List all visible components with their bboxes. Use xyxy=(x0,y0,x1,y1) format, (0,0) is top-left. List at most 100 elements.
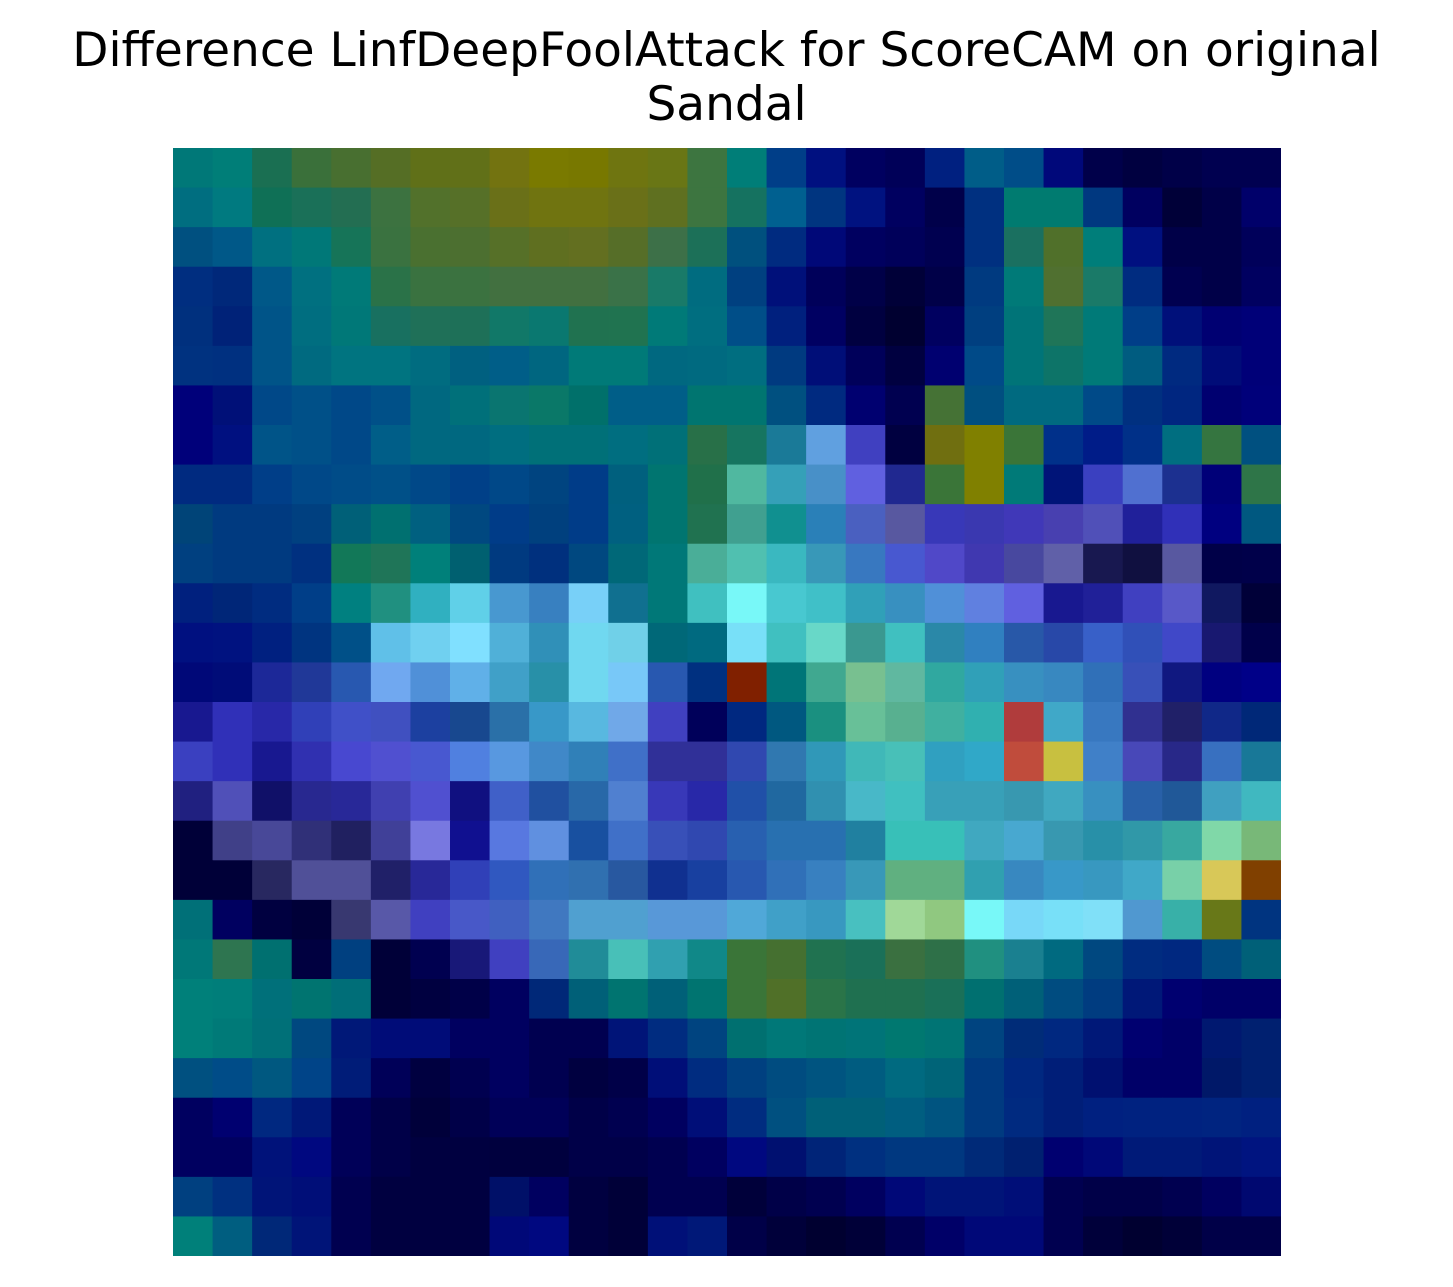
heatmap-cell xyxy=(1162,662,1203,703)
heatmap-cell xyxy=(173,781,214,822)
heatmap-cell xyxy=(450,345,491,387)
heatmap-cell xyxy=(331,741,372,782)
heatmap-cell xyxy=(727,345,768,387)
heatmap-cell xyxy=(1043,1216,1084,1256)
heatmap-cell xyxy=(647,266,689,307)
heatmap-cell xyxy=(806,1216,847,1256)
heatmap-cell xyxy=(1122,187,1163,228)
heatmap-cell xyxy=(845,385,886,426)
heatmap-cell xyxy=(212,1176,253,1218)
heatmap-cell xyxy=(568,939,609,980)
heatmap-cell xyxy=(212,464,253,505)
heatmap-cell xyxy=(370,227,412,268)
heatmap-cell xyxy=(489,148,530,189)
heatmap-cell xyxy=(173,385,214,426)
heatmap-cell xyxy=(331,425,372,466)
heatmap-cell xyxy=(1122,1216,1163,1256)
heatmap-cell xyxy=(1083,1216,1124,1256)
heatmap-cell xyxy=(608,979,649,1020)
heatmap-cell xyxy=(410,345,451,387)
heatmap-cell xyxy=(370,1137,412,1178)
heatmap-cell xyxy=(291,385,332,426)
heatmap-cell xyxy=(1162,1097,1203,1138)
heatmap-cell xyxy=(845,939,886,980)
heatmap-cell xyxy=(252,464,293,505)
heatmap-cell xyxy=(568,622,609,664)
heatmap-cell xyxy=(1083,1018,1124,1059)
heatmap-cell xyxy=(964,899,1005,941)
heatmap-cell xyxy=(964,939,1005,980)
heatmap-cell xyxy=(1201,939,1243,980)
heatmap-cell xyxy=(727,741,768,782)
heatmap-cell xyxy=(173,1137,214,1178)
heatmap-cell xyxy=(410,622,451,664)
heatmap-cell xyxy=(568,504,609,545)
heatmap-cell xyxy=(252,1097,293,1138)
heatmap-cell xyxy=(450,464,491,505)
heatmap-cell xyxy=(252,1216,293,1256)
heatmap-cell xyxy=(1122,464,1163,505)
heatmap-cell xyxy=(924,227,966,268)
heatmap-cell xyxy=(766,1137,807,1178)
heatmap-cell xyxy=(687,622,728,664)
heatmap-cell xyxy=(647,543,689,584)
heatmap-cell xyxy=(924,702,966,743)
heatmap-cell xyxy=(450,187,491,228)
heatmap-cell xyxy=(331,622,372,664)
heatmap-cell xyxy=(291,662,332,703)
heatmap-cell xyxy=(489,227,530,268)
heatmap-cell xyxy=(568,227,609,268)
heatmap-cell xyxy=(766,148,807,189)
heatmap-cell xyxy=(924,939,966,980)
heatmap-cell xyxy=(529,266,570,307)
heatmap-cell xyxy=(608,1137,649,1178)
heatmap-cell xyxy=(885,148,926,189)
heatmap-cell xyxy=(1201,543,1243,584)
heatmap-cell xyxy=(766,504,807,545)
heatmap-cell xyxy=(885,1176,926,1218)
heatmap-cell xyxy=(1043,781,1084,822)
heatmap-cell xyxy=(964,1058,1005,1099)
heatmap-cell xyxy=(450,306,491,347)
heatmap-cell xyxy=(885,1097,926,1138)
heatmap-cell xyxy=(1122,781,1163,822)
heatmap-cell xyxy=(885,622,926,664)
heatmap-cell xyxy=(410,781,451,822)
heatmap-cell xyxy=(529,979,570,1020)
heatmap-cell xyxy=(766,979,807,1020)
heatmap-cell xyxy=(489,583,530,624)
heatmap-cell xyxy=(410,504,451,545)
heatmap-cell xyxy=(1004,1058,1045,1099)
heatmap-cell xyxy=(845,979,886,1020)
heatmap-cell xyxy=(924,622,966,664)
heatmap-cell xyxy=(410,1216,451,1256)
heatmap-cell xyxy=(647,979,689,1020)
heatmap-cell xyxy=(924,1097,966,1138)
heatmap-cell xyxy=(1201,702,1243,743)
heatmap-cell xyxy=(1162,543,1203,584)
heatmap-cell xyxy=(568,1137,609,1178)
heatmap-cell xyxy=(173,504,214,545)
heatmap-cell xyxy=(1004,543,1045,584)
heatmap-cell xyxy=(331,1176,372,1218)
heatmap-cell xyxy=(173,345,214,387)
heatmap-cell xyxy=(252,899,293,941)
heatmap-cell xyxy=(1122,1058,1163,1099)
heatmap-cell xyxy=(647,622,689,664)
heatmap-cell xyxy=(885,306,926,347)
heatmap-cell xyxy=(964,148,1005,189)
heatmap-cell xyxy=(1162,266,1203,307)
heatmap-cell xyxy=(1043,860,1084,901)
heatmap-cell xyxy=(291,1176,332,1218)
heatmap-cell xyxy=(331,1137,372,1178)
heatmap-cell xyxy=(806,860,847,901)
heatmap-cell xyxy=(1241,583,1281,624)
heatmap-cell xyxy=(608,939,649,980)
heatmap-cell xyxy=(291,622,332,664)
heatmap-cell xyxy=(450,227,491,268)
heatmap-cell xyxy=(608,583,649,624)
heatmap-cell xyxy=(370,1097,412,1138)
heatmap-cell xyxy=(173,1216,214,1256)
heatmap-cell xyxy=(647,227,689,268)
heatmap-cell xyxy=(291,741,332,782)
